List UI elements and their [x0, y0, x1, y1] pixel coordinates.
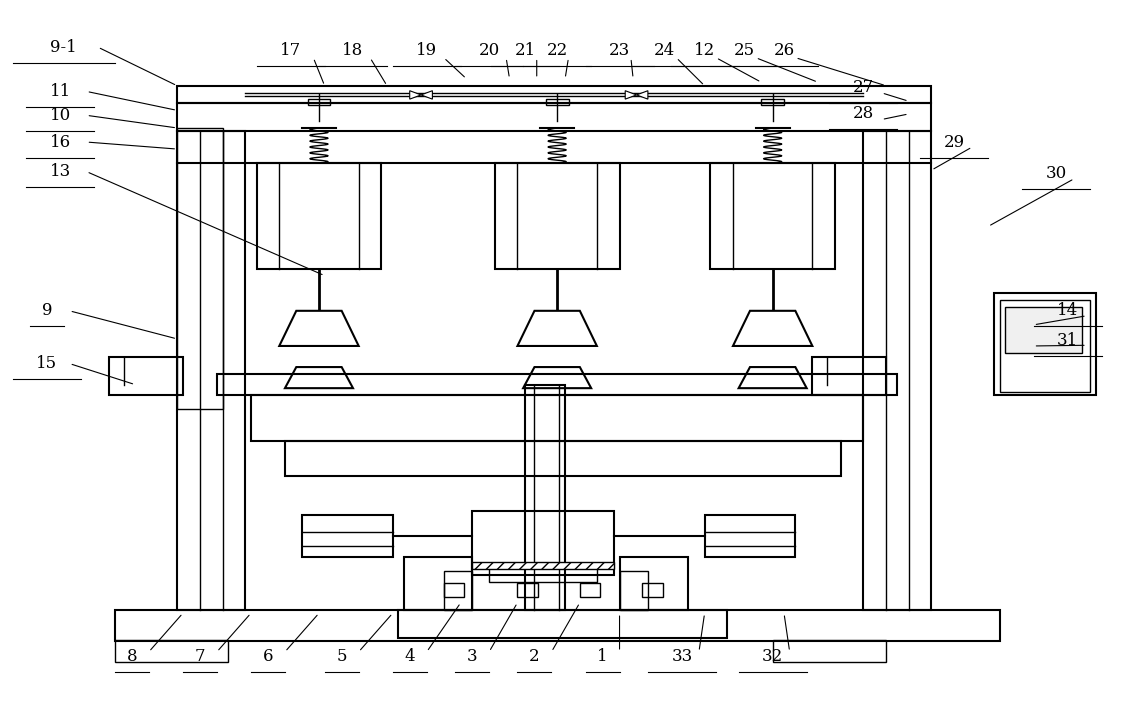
Polygon shape	[517, 311, 597, 346]
Bar	[489, 568, 597, 582]
Text: 29: 29	[944, 133, 964, 150]
Text: 1: 1	[597, 648, 608, 665]
Bar	[177, 103, 931, 131]
Polygon shape	[280, 311, 358, 346]
Bar	[404, 557, 472, 610]
Bar	[773, 640, 886, 662]
Bar	[620, 571, 648, 610]
Text: 14: 14	[1057, 302, 1078, 319]
Bar	[1005, 307, 1082, 353]
Text: 4: 4	[405, 648, 415, 665]
Bar	[863, 131, 931, 610]
Polygon shape	[421, 90, 432, 99]
Text: 28: 28	[853, 105, 874, 122]
Text: 15: 15	[36, 355, 57, 372]
Text: 7: 7	[194, 648, 205, 665]
Text: 9: 9	[42, 302, 52, 319]
Text: 21: 21	[515, 42, 536, 59]
Text: 6: 6	[263, 648, 273, 665]
Text: 26: 26	[773, 42, 795, 59]
Polygon shape	[733, 311, 812, 346]
Polygon shape	[625, 90, 637, 99]
Bar	[472, 511, 614, 575]
Text: 8: 8	[126, 648, 138, 665]
Bar	[443, 571, 472, 610]
Text: 19: 19	[416, 42, 438, 59]
Polygon shape	[523, 367, 591, 388]
Bar	[525, 385, 565, 610]
Text: 2: 2	[529, 648, 540, 665]
Text: 23: 23	[609, 42, 630, 59]
Bar	[302, 515, 392, 557]
Text: 27: 27	[853, 78, 874, 96]
Bar	[177, 85, 931, 103]
Text: 20: 20	[479, 42, 500, 59]
Bar	[443, 583, 464, 597]
Text: 10: 10	[50, 107, 70, 124]
Text: 12: 12	[694, 42, 715, 59]
Bar	[812, 357, 886, 395]
Text: 25: 25	[733, 42, 755, 59]
Bar	[994, 293, 1096, 395]
Text: 16: 16	[50, 133, 70, 150]
Bar	[620, 557, 688, 610]
Bar	[495, 163, 620, 268]
Bar	[285, 441, 840, 476]
Text: 13: 13	[50, 163, 70, 180]
Bar	[398, 610, 728, 638]
Bar	[999, 300, 1090, 392]
Polygon shape	[739, 367, 806, 388]
Text: 17: 17	[280, 42, 301, 59]
Bar	[251, 395, 863, 441]
Bar	[109, 357, 183, 395]
Bar	[217, 374, 897, 395]
Text: 33: 33	[671, 648, 692, 665]
Bar	[177, 128, 223, 409]
Text: 11: 11	[50, 83, 70, 100]
Polygon shape	[637, 90, 648, 99]
Bar	[517, 583, 538, 597]
Bar	[546, 99, 568, 104]
Bar	[257, 163, 381, 268]
Text: 18: 18	[342, 42, 364, 59]
Bar	[711, 163, 835, 268]
Bar	[308, 99, 331, 104]
Text: 9-1: 9-1	[50, 39, 77, 56]
Polygon shape	[285, 367, 352, 388]
Bar	[115, 610, 999, 641]
Text: 32: 32	[762, 648, 783, 665]
Bar	[115, 640, 229, 662]
Text: 30: 30	[1046, 165, 1067, 182]
Bar	[472, 562, 614, 569]
Bar	[705, 515, 796, 557]
Bar	[580, 583, 600, 597]
Bar	[177, 131, 246, 610]
Bar	[642, 583, 663, 597]
Text: 3: 3	[467, 648, 478, 665]
Text: 24: 24	[654, 42, 675, 59]
Polygon shape	[409, 90, 421, 99]
Text: 31: 31	[1057, 332, 1078, 349]
Text: 5: 5	[337, 648, 347, 665]
Bar	[762, 99, 785, 104]
Text: 22: 22	[547, 42, 567, 59]
